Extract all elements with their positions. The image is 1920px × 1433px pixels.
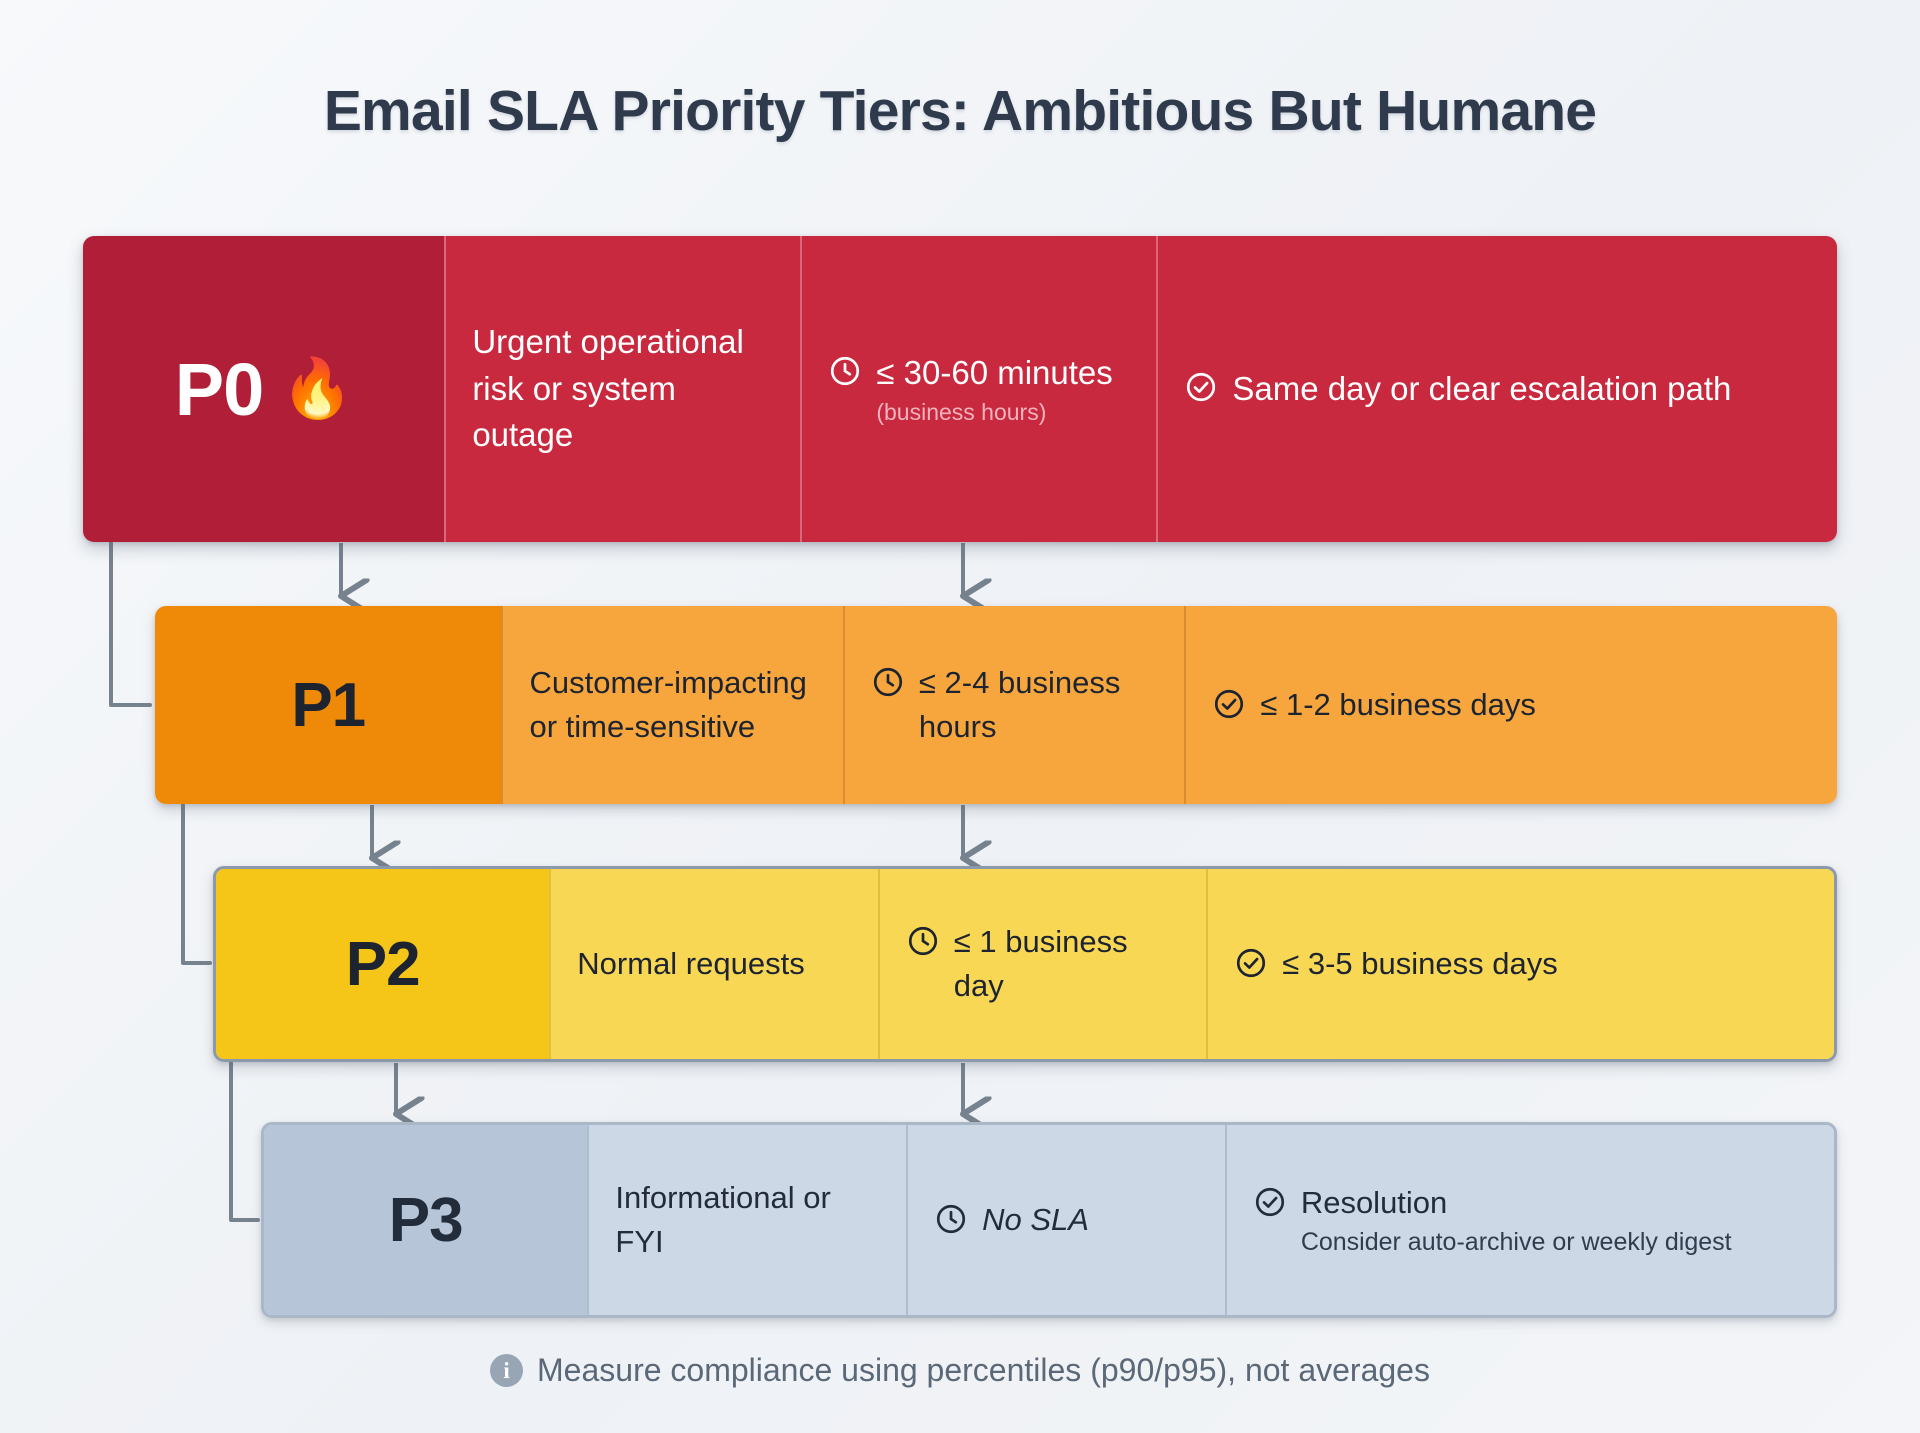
elbow-p0-p1 xyxy=(109,541,152,707)
tier-p1-code: P1 xyxy=(291,670,366,740)
tier-p2-response-body: ≤ 1 business day xyxy=(954,920,1180,1008)
tier-p3-code: P3 xyxy=(388,1185,464,1255)
tier-p3-description: Informational or FYI xyxy=(615,1179,831,1259)
fire-emoji: 🔥 xyxy=(281,356,353,421)
check-circle-icon xyxy=(1212,687,1246,726)
tier-row-p0[interactable]: P0 🔥 Urgent operational risk or system o… xyxy=(83,236,1837,542)
tier-p3-response-value: No SLA xyxy=(982,1201,1089,1237)
info-icon: i xyxy=(490,1354,524,1387)
tier-p3-description-cell: Informational or FYI xyxy=(587,1125,907,1315)
tier-p3-response-body: No SLA xyxy=(982,1198,1089,1242)
tier-p0-description: Urgent operational risk or system outage xyxy=(472,322,744,454)
tier-p3-response-cell: No SLA xyxy=(906,1125,1225,1315)
tier-p0-resolution-value: Same day or clear escalation path xyxy=(1232,369,1732,407)
tier-p2-resolution-cell: ≤ 3-5 business days xyxy=(1206,869,1834,1059)
tier-p0-resolution-line: Same day or clear escalation path xyxy=(1184,366,1731,413)
footer-note-text: Measure compliance using percentiles (p9… xyxy=(537,1352,1430,1388)
tier-p1-description: Customer-impacting or time-sensitive xyxy=(529,664,807,744)
tier-p2-response-line: ≤ 1 business day xyxy=(906,920,1180,1008)
tier-p0-response-body: ≤ 30-60 minutes (business hours) xyxy=(876,350,1112,428)
tier-p0-response-value: ≤ 30-60 minutes xyxy=(876,354,1113,392)
tier-p3-resolution-cell: Resolution Consider auto-archive or week… xyxy=(1224,1125,1834,1315)
tier-p1-response-value: ≤ 2-4 business hours xyxy=(918,664,1121,744)
tier-p1-resolution-line: ≤ 1-2 business days xyxy=(1212,683,1536,727)
tier-p1-resolution-cell: ≤ 1-2 business days xyxy=(1184,606,1837,804)
tier-p2-response-cell: ≤ 1 business day xyxy=(877,869,1207,1059)
tier-p2-description-cell: Normal requests xyxy=(549,869,878,1059)
tier-p0-label-cell: P0 🔥 xyxy=(83,236,445,542)
tier-p0-response-cell: ≤ 30-60 minutes (business hours) xyxy=(800,236,1157,542)
tier-p2-code-wrap: P2 xyxy=(345,929,421,1000)
check-circle-icon xyxy=(1253,1185,1287,1224)
tier-p3-label-cell: P3 xyxy=(264,1125,588,1315)
tier-p0-resolution-cell: Same day or clear escalation path xyxy=(1156,236,1837,542)
tier-p3-resolution-body: Resolution Consider auto-archive or week… xyxy=(1301,1181,1732,1259)
footer-note: i Measure compliance using percentiles (… xyxy=(0,1352,1920,1389)
page-title: Email SLA Priority Tiers: Ambitious But … xyxy=(323,79,1597,143)
tier-p3-resolution-line: Resolution Consider auto-archive or week… xyxy=(1253,1181,1732,1259)
tier-p2-label-cell: P2 xyxy=(216,869,550,1059)
tier-p0-code-wrap: P0 🔥 xyxy=(174,347,354,432)
tier-p1-response-cell: ≤ 2-4 business hours xyxy=(842,606,1185,804)
tier-p2-resolution-body: ≤ 3-5 business days xyxy=(1282,942,1558,986)
tier-p1-resolution-value: ≤ 1-2 business days xyxy=(1260,686,1536,722)
clock-icon xyxy=(906,924,940,963)
tier-p1-resolution-body: ≤ 1-2 business days xyxy=(1260,683,1536,727)
tier-p3-response-line: No SLA xyxy=(934,1198,1089,1242)
tier-p2-resolution-value: ≤ 3-5 business days xyxy=(1282,945,1558,981)
clock-icon xyxy=(934,1202,968,1241)
tier-p1-label-cell: P1 xyxy=(155,606,502,804)
tier-p0-resolution-body: Same day or clear escalation path xyxy=(1232,366,1731,413)
tier-p3-resolution-value: Resolution xyxy=(1300,1185,1448,1221)
tier-row-p3[interactable]: P3 Informational or FYI No SLA xyxy=(261,1122,1837,1318)
tier-p1-code-wrap: P1 xyxy=(291,670,366,741)
tier-p0-response-line: ≤ 30-60 minutes (business hours) xyxy=(828,350,1113,428)
tier-p3-resolution-note: Consider auto-archive or weekly digest xyxy=(1300,1228,1732,1257)
elbow-p1-p2 xyxy=(181,803,212,965)
tier-p2-description: Normal requests xyxy=(577,945,805,981)
check-circle-icon xyxy=(1184,370,1218,409)
tier-row-p2[interactable]: P2 Normal requests ≤ 1 business day xyxy=(213,866,1837,1062)
tier-p2-resolution-line: ≤ 3-5 business days xyxy=(1234,942,1558,986)
clock-icon xyxy=(828,354,862,393)
tier-p0-description-cell: Urgent operational risk or system outage xyxy=(444,236,801,542)
elbow-p2-p3 xyxy=(229,1061,260,1222)
tier-p3-code-wrap: P3 xyxy=(388,1185,464,1256)
tier-p1-description-cell: Customer-impacting or time-sensitive xyxy=(501,606,843,804)
check-circle-icon xyxy=(1234,946,1268,985)
tier-p1-response-body: ≤ 2-4 business hours xyxy=(919,661,1158,749)
clock-icon xyxy=(871,665,905,704)
tier-p2-code: P2 xyxy=(345,929,421,999)
tier-p0-code: P0 xyxy=(174,347,265,431)
tier-p0-response-note: (business hours) xyxy=(876,398,1047,425)
tier-row-p1[interactable]: P1 Customer-impacting or time-sensitive … xyxy=(155,606,1837,804)
tier-p2-response-value: ≤ 1 business day xyxy=(953,923,1128,1003)
tier-p1-response-line: ≤ 2-4 business hours xyxy=(871,661,1158,749)
